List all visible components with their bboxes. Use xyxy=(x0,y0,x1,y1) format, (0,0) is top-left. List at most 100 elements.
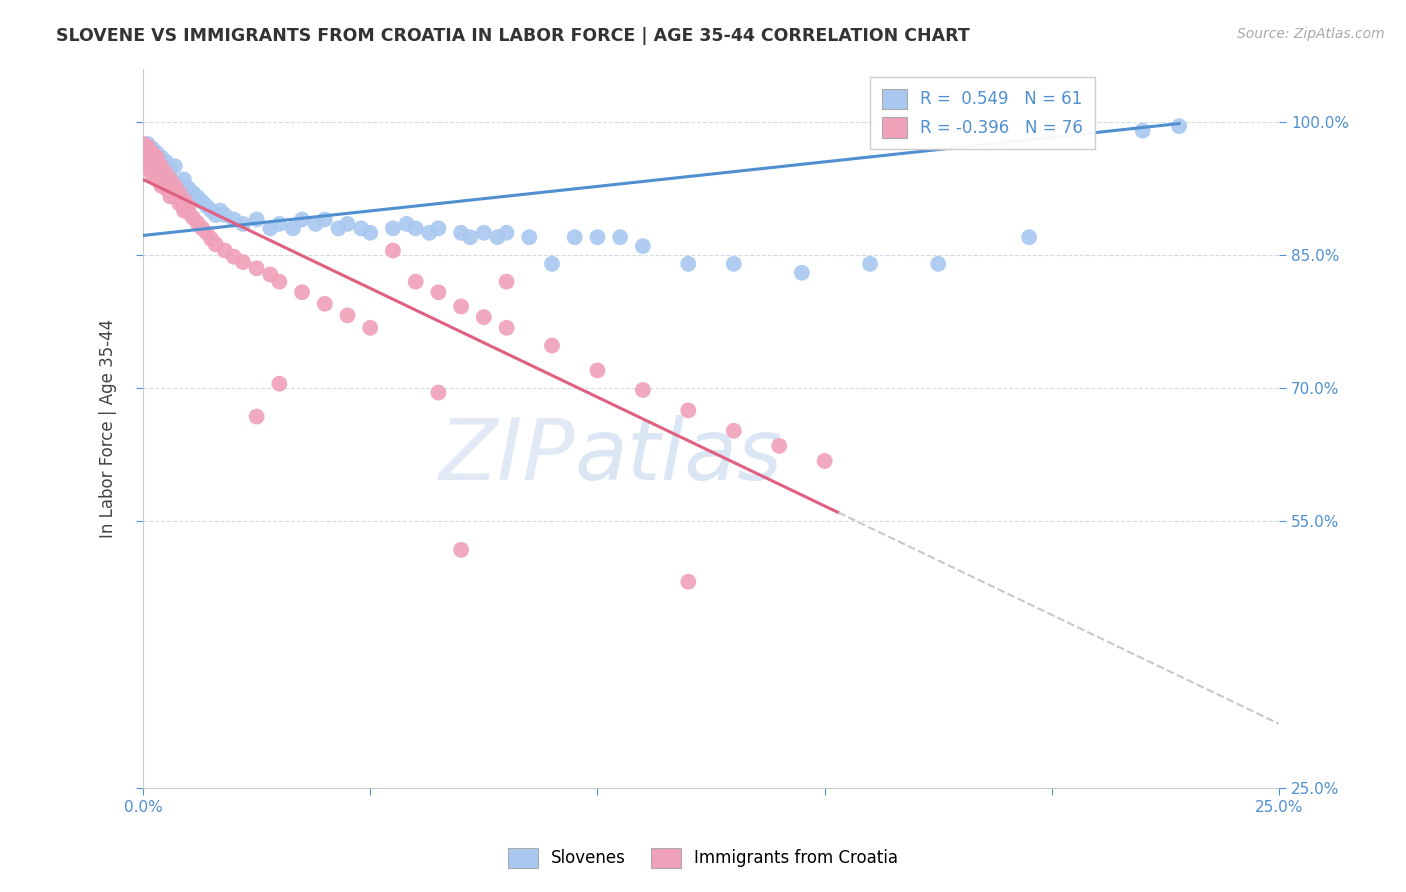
Point xyxy=(181,186,204,200)
Point xyxy=(259,268,281,282)
Point xyxy=(155,181,177,195)
Point xyxy=(486,230,509,244)
Point xyxy=(427,221,450,235)
Point xyxy=(141,145,163,160)
Point xyxy=(350,221,373,235)
Point xyxy=(517,230,540,244)
Point xyxy=(631,239,654,253)
Point xyxy=(150,169,173,184)
Point xyxy=(814,454,837,468)
Point xyxy=(336,309,359,323)
Point xyxy=(458,230,481,244)
Point xyxy=(173,193,195,207)
Point xyxy=(246,261,269,276)
Point xyxy=(768,439,790,453)
Point xyxy=(155,177,177,191)
Point xyxy=(232,217,254,231)
Point xyxy=(163,178,186,193)
Legend: R =  0.549   N = 61, R = -0.396   N = 76: R = 0.549 N = 61, R = -0.396 N = 76 xyxy=(870,77,1095,149)
Point xyxy=(314,212,336,227)
Text: ZIP: ZIP xyxy=(439,416,575,499)
Point xyxy=(200,203,222,218)
Point xyxy=(450,300,472,314)
Point xyxy=(405,221,427,235)
Point xyxy=(145,166,167,180)
Point xyxy=(291,285,314,300)
Point xyxy=(269,376,291,391)
Point xyxy=(359,226,381,240)
Point xyxy=(723,257,745,271)
Point xyxy=(269,217,291,231)
Point xyxy=(187,216,209,230)
Point xyxy=(150,159,173,173)
Point xyxy=(163,189,186,203)
Point xyxy=(145,161,167,175)
Point xyxy=(150,178,173,193)
Point xyxy=(472,310,495,325)
Point xyxy=(141,168,163,182)
Point xyxy=(214,244,236,258)
Point xyxy=(173,172,195,186)
Point xyxy=(191,221,214,235)
Point xyxy=(495,226,517,240)
Point xyxy=(222,212,245,227)
Point xyxy=(155,166,177,180)
Point xyxy=(145,171,167,186)
Point xyxy=(181,211,204,225)
Point xyxy=(132,143,155,157)
Point xyxy=(136,136,159,151)
Point xyxy=(141,141,163,155)
Point xyxy=(359,320,381,334)
Point xyxy=(305,217,328,231)
Point xyxy=(204,237,226,252)
Point xyxy=(136,161,159,175)
Point xyxy=(586,230,609,244)
Point xyxy=(678,257,700,271)
Point xyxy=(136,145,159,160)
Point xyxy=(246,409,269,424)
Point xyxy=(1132,123,1154,137)
Point xyxy=(328,221,350,235)
Point xyxy=(232,255,254,269)
Point xyxy=(169,196,191,211)
Point xyxy=(859,257,882,271)
Point xyxy=(177,205,200,219)
Point xyxy=(586,363,609,377)
Point xyxy=(159,189,181,203)
Point xyxy=(187,190,209,204)
Point xyxy=(145,150,167,164)
Point xyxy=(169,186,191,200)
Text: SLOVENE VS IMMIGRANTS FROM CROATIA IN LABOR FORCE | AGE 35-44 CORRELATION CHART: SLOVENE VS IMMIGRANTS FROM CROATIA IN LA… xyxy=(56,27,970,45)
Point xyxy=(723,424,745,438)
Point xyxy=(472,226,495,240)
Point xyxy=(155,171,177,186)
Point xyxy=(177,181,200,195)
Point xyxy=(173,203,195,218)
Point xyxy=(1018,230,1040,244)
Point xyxy=(141,152,163,166)
Point xyxy=(155,154,177,169)
Point xyxy=(631,383,654,397)
Point xyxy=(159,184,181,198)
Text: atlas: atlas xyxy=(575,416,783,499)
Point xyxy=(195,226,218,240)
Point xyxy=(169,191,191,205)
Point xyxy=(169,177,191,191)
Point xyxy=(141,163,163,178)
Point xyxy=(418,226,440,240)
Point xyxy=(204,208,226,222)
Point xyxy=(495,275,517,289)
Point xyxy=(405,275,427,289)
Point xyxy=(259,221,281,235)
Point xyxy=(145,145,167,160)
Point xyxy=(450,542,472,557)
Point xyxy=(790,266,813,280)
Point xyxy=(191,194,214,209)
Point xyxy=(541,257,564,271)
Point xyxy=(222,250,245,264)
Point xyxy=(541,338,564,352)
Point xyxy=(200,232,222,246)
Point xyxy=(427,385,450,400)
Point xyxy=(314,297,336,311)
Point xyxy=(136,139,159,153)
